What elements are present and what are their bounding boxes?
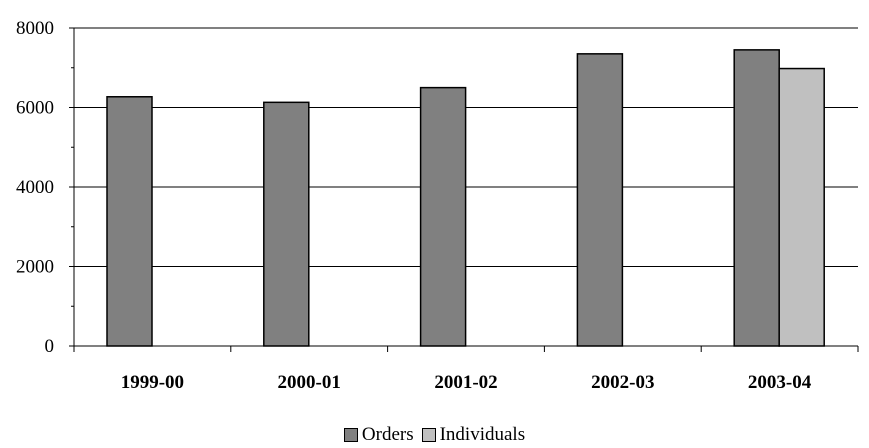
axes	[69, 27, 859, 352]
x-tick-label-2003-04: 2003-04	[748, 372, 812, 393]
bars	[106, 49, 825, 347]
legend: Orders Individuals	[0, 424, 869, 448]
y-tick-label-6000: 6000	[16, 98, 54, 119]
legend-swatch-orders	[343, 428, 358, 442]
bar-chart: 0 2000 4000 6000 8000 1999-00 2000-01 2001-02 20…	[16, 18, 859, 393]
x-tick-label-2001-02: 2001-02	[434, 372, 497, 393]
legend-item-orders: Orders	[343, 424, 414, 446]
x-tick-label-2002-03: 2002-03	[591, 372, 654, 393]
bar-orders-2002-03	[576, 53, 624, 347]
legend-label-individuals: Individuals	[439, 424, 526, 445]
legend-item-individuals: Individuals	[421, 424, 526, 446]
bar-orders-2003-04	[733, 49, 780, 347]
bar-orders-2000-01	[263, 101, 310, 347]
bar-orders-2001-02	[419, 86, 467, 347]
x-tick-label-1999-00: 1999-00	[121, 372, 184, 393]
axis-labels: 0 2000 4000 6000 8000 1999-00 2000-01 2001-02 20…	[16, 18, 812, 393]
x-tick-label-2000-01: 2000-01	[278, 372, 341, 393]
y-tick-label-4000: 4000	[16, 177, 54, 198]
y-tick-label-2000: 2000	[16, 257, 54, 278]
bar-individuals-2003-04	[778, 67, 825, 347]
y-tick-label-0: 0	[45, 336, 55, 357]
legend-label-orders: Orders	[361, 424, 414, 445]
y-tick-label-8000: 8000	[16, 18, 54, 39]
bar-orders-1999-00	[106, 96, 153, 347]
legend-swatch-individuals	[421, 428, 436, 442]
